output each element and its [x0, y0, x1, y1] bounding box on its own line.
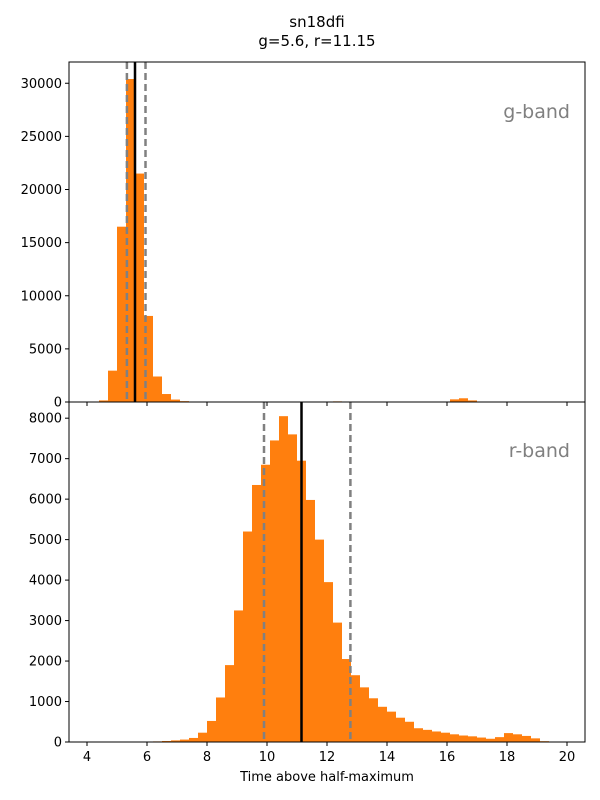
g-band-histogram-bar [108, 370, 117, 402]
r-band-y-tick-label: 3000 [29, 614, 62, 629]
r-band-histogram-bar [468, 736, 477, 742]
x-tick-label: 12 [319, 750, 336, 765]
r-band-y-tick-label: 6000 [29, 493, 62, 508]
x-tick-label: 20 [559, 750, 576, 765]
g-band-histogram-bar [171, 399, 180, 402]
r-band-y-tick-label: 4000 [29, 574, 62, 589]
x-tick-label: 8 [203, 750, 211, 765]
r-band-histogram-bar [252, 484, 261, 742]
r-band-histogram-bar [270, 440, 279, 742]
r-band-histogram-bar [495, 737, 504, 742]
g-band-histogram-bar [99, 400, 108, 402]
figure-title-line-1: sn18dfi [289, 13, 344, 31]
g-band-histogram-bar [144, 315, 153, 402]
r-band-histogram-bar [216, 697, 225, 742]
r-band-histogram-bar [486, 738, 495, 742]
r-band-histogram-bar [378, 706, 387, 742]
r-band-histogram-bar [387, 711, 396, 742]
x-tick-label: 14 [379, 750, 396, 765]
r-band-histogram-bar [441, 732, 450, 742]
x-tick-label: 4 [83, 750, 91, 765]
r-band-histogram-bar [306, 499, 315, 742]
r-band-histogram-bar [288, 434, 297, 742]
g-band-y-tick-label: 0 [54, 396, 62, 411]
r-band-histogram-bar [351, 675, 360, 742]
r-band-histogram-bar [396, 717, 405, 742]
r-band-histogram-bar [315, 539, 324, 742]
r-band-histogram-bar [225, 665, 234, 742]
g-band-histogram-bar [459, 398, 468, 402]
r-band-histogram-bar [522, 735, 531, 742]
g-band-histogram-bar [162, 394, 171, 402]
g-band-label: g-band [503, 101, 570, 123]
r-band-histogram-bar [279, 416, 288, 742]
r-band-y-tick-label: 2000 [29, 655, 62, 670]
g-band-histogram-bar [126, 79, 135, 402]
r-band-histogram-bar [324, 582, 333, 742]
r-band-histogram-bar [360, 687, 369, 742]
r-band-histogram-bar [261, 464, 270, 742]
g-band-y-tick-label: 10000 [21, 289, 62, 304]
r-band-y-tick-label: 1000 [29, 695, 62, 710]
r-band-histogram-bar [432, 731, 441, 742]
r-band-histogram-bar [234, 610, 243, 742]
r-band-histogram-bar [459, 735, 468, 742]
x-axis-label: Time above half-maximum [239, 770, 414, 785]
r-band-y-tick-label: 5000 [29, 533, 62, 548]
g-band-histogram-bar [135, 173, 144, 402]
g-band-y-tick-label: 20000 [21, 183, 62, 198]
x-tick-label: 16 [439, 750, 456, 765]
r-band-histogram-bar [369, 698, 378, 742]
r-band-y-tick-label: 0 [54, 736, 62, 751]
x-tick-label: 10 [259, 750, 276, 765]
r-band-label: r-band [509, 440, 570, 462]
g-band-y-tick-label: 25000 [21, 130, 62, 145]
r-band-histogram-bar [450, 734, 459, 742]
g-band-panel: 0 5000 10000 15000 20000 25000 30000 g-band [21, 61, 586, 411]
g-band-histogram-bar [450, 399, 459, 402]
r-band-histogram-bar [198, 732, 207, 742]
r-band-histogram-bar [504, 733, 513, 742]
r-band-histogram-bar [171, 740, 180, 742]
r-band-histogram-bar [243, 531, 252, 742]
r-band-histogram-bar [180, 739, 189, 742]
r-band-histogram-bar [531, 738, 540, 742]
x-tick-label: 6 [143, 750, 151, 765]
r-band-y-tick-label: 8000 [29, 412, 62, 427]
r-band-histogram-bar [477, 737, 486, 742]
r-band-histogram-bar [423, 729, 432, 742]
r-band-y-tick-label: 7000 [29, 452, 62, 467]
r-band-histogram-bar [207, 720, 216, 742]
r-band-histogram-bar [189, 737, 198, 742]
r-band-histogram-bar [513, 734, 522, 742]
g-band-y-tick-label: 5000 [29, 342, 62, 357]
r-band-histogram-bar [405, 721, 414, 742]
figure-title-line-2: g=5.6, r=11.15 [258, 32, 375, 50]
r-band-histogram-bar [342, 659, 351, 742]
g-band-y-tick-label: 30000 [21, 77, 62, 92]
r-band-histogram-bar [162, 740, 171, 742]
g-band-histogram-bar [117, 226, 126, 402]
g-band-histogram-bar [153, 376, 162, 402]
r-band-histogram-bar [333, 622, 342, 742]
r-band-panel: 0 1000 2000 3000 4000 5000 6000 7000 8000 4 6 8 10 12… [29, 401, 586, 765]
g-band-y-tick-label: 15000 [21, 236, 62, 251]
g-band-histogram-bar [468, 400, 477, 402]
x-tick-label: 18 [499, 750, 516, 765]
r-band-histogram-bar [414, 728, 423, 742]
